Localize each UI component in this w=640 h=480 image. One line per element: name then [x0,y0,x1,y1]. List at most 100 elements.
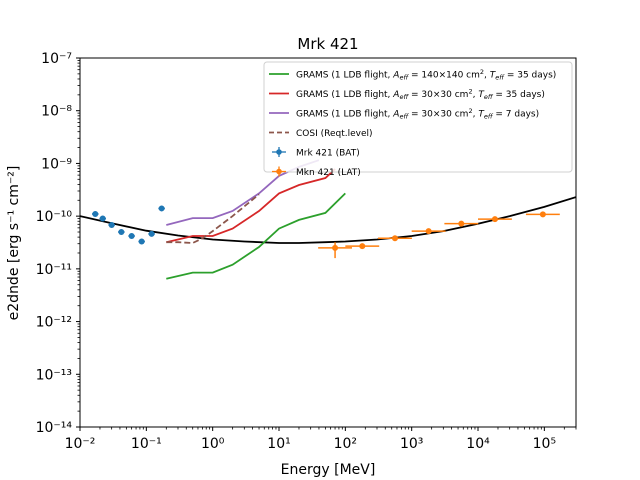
legend-label-part: , [473,110,479,120]
legend-label-part: T [490,71,497,81]
data-point-5-4 [444,220,479,227]
marker [148,230,155,237]
x-tick-label: 10⁰ [201,436,225,452]
x-tick-label: 10⁵ [533,436,556,452]
legend-label-part: 2 [480,68,484,76]
legend-label-part: = 140×140 cm [408,71,480,81]
y-tick-label: 10⁻⁸ [41,104,72,120]
legend-label-part: eff [399,113,409,121]
legend-entry-5: Mkn 421 (LAT) [272,166,361,178]
plot-frame [79,57,577,428]
legend: GRAMS (1 LDB flight, Aeff = 140×140 cm2,… [263,61,573,178]
x-tick-label: 10³ [400,436,423,452]
marker [108,221,115,228]
data-point-4-2 [108,221,115,228]
legend-entry-1: GRAMS (1 LDB flight, Aeff = 30×30 cm2, T… [269,88,545,102]
plot-area [80,159,576,280]
y-tick-label: 10⁻¹⁰ [36,209,73,225]
data-point-5-6 [525,211,560,218]
y-tick-label: 10⁻⁷ [41,51,72,67]
legend-label-part: = 35 days) [493,90,545,100]
model-curve [80,196,576,244]
legend-label: GRAMS (1 LDB flight, Aeff = 30×30 cm2, T… [296,88,545,102]
legend-entry-0: GRAMS (1 LDB flight, Aeff = 140×140 cm2,… [269,68,556,82]
data-point-4-0 [92,210,99,217]
data-point-5-5 [478,216,512,223]
data-point-4-7 [158,205,165,212]
legend-entry-2: GRAMS (1 LDB flight, Aeff = 30×30 cm2, T… [269,107,539,121]
legend-box [263,61,573,173]
legend-label: GRAMS (1 LDB flight, Aeff = 30×30 cm2, T… [296,107,539,121]
y-tick-label: 10⁻⁹ [41,156,72,172]
marker [491,216,498,223]
legend-handle-marker [276,149,282,155]
data-point-5-1 [345,243,380,250]
legend-label-part: 2 [468,88,472,96]
marker [539,211,546,218]
series-line-3 [166,193,260,244]
marker [391,235,398,242]
marker [138,238,145,245]
legend-label: GRAMS (1 LDB flight, Aeff = 140×140 cm2,… [296,68,556,82]
marker [359,243,366,250]
axis-ticks: 10⁻² 10⁻¹ 10⁰ 10¹ 10² 10³ 10⁴ 10⁵ 10⁻¹⁴ 10⁻¹³ 10⁻¹… [36,51,577,452]
x-tick-label: 10⁻² [65,436,96,452]
legend-handle-marker [276,168,282,175]
marker [425,228,432,235]
chart-title: Mrk 421 [297,35,358,53]
x-axis-label: Energy [MeV] [281,462,376,478]
y-tick-label: 10⁻¹² [36,315,72,331]
legend-label-part: = 30×30 cm [408,90,468,100]
marker [92,210,99,217]
data-point-5-2 [378,235,412,242]
data-point-4-3 [118,229,125,236]
legend-label: COSI (Reqt.level) [296,129,373,139]
legend-label-part: eff [484,113,494,121]
marker [458,220,465,227]
data-point-4-5 [138,238,145,245]
legend-label-part: , [473,90,479,100]
legend-label-part: T [478,90,485,100]
marker [158,205,165,212]
x-tick-label: 10¹ [267,436,290,452]
legend-label-part: GRAMS (1 LDB flight, [296,71,393,81]
legend-label-part: A [392,71,399,81]
data-point-4-6 [148,230,155,237]
marker [332,244,339,251]
y-tick-label: 10⁻¹³ [36,367,72,383]
y-tick-label: 10⁻¹¹ [36,262,72,278]
marker [128,233,135,240]
legend-label-part: A [392,90,399,100]
legend-label-part: A [392,110,399,120]
legend-label-part: = 30×30 cm [408,110,468,120]
legend-entry-4: Mrk 421 (BAT) [272,147,360,159]
y-tick-label: 10⁻¹⁴ [36,420,73,436]
series-line-0 [166,192,346,280]
legend-label-part: = 35 days) [504,71,556,81]
data-point-4-4 [128,233,135,240]
legend-label-part: GRAMS (1 LDB flight, [296,90,393,100]
legend-label-part: eff [399,74,409,82]
y-axis-label: e2dnde [erg s⁻¹ cm⁻²] [6,166,22,321]
legend-label-part: 2 [468,107,472,115]
legend-label-part: eff [484,93,494,101]
legend-label-part: eff [495,74,505,82]
legend-label: Mrk 421 (BAT) [296,149,360,159]
plot-marks [80,159,576,280]
marker [99,215,106,222]
legend-label-part: , [484,71,490,81]
x-tick-label: 10⁻¹ [131,436,162,452]
legend-entry-3: COSI (Reqt.level) [269,129,373,139]
x-tick-label: 10² [334,436,357,452]
legend-label-part: eff [399,93,409,101]
data-point-4-1 [99,215,106,222]
legend-label-part: = 7 days) [493,110,540,120]
legend-label-part: GRAMS (1 LDB flight, [296,110,393,120]
marker [118,229,125,236]
data-point-5-0 [318,242,353,259]
series-line-1 [166,168,336,244]
x-tick-label: 10⁴ [466,436,490,452]
legend-label-part: T [478,110,485,120]
data-point-5-3 [411,228,446,235]
